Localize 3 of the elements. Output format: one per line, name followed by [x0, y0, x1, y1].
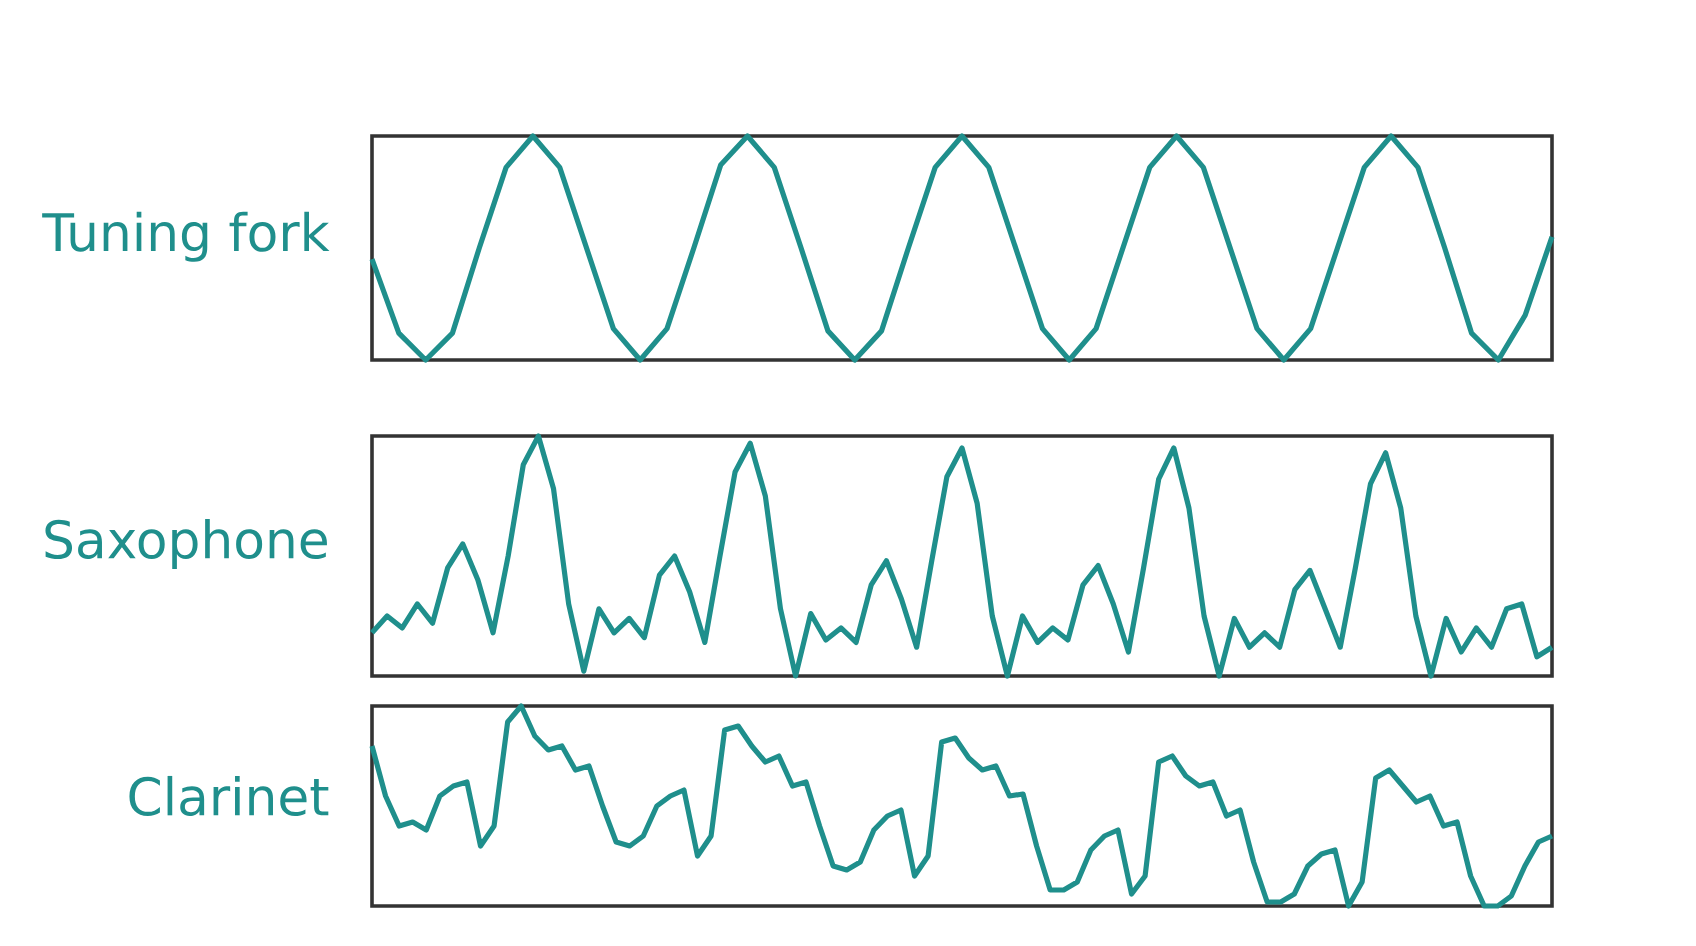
- y-axis-title: Saxophone: [45, 518, 327, 570]
- y-axis-title: Clarinet: [129, 775, 329, 817]
- y-axis-title: Tuning fork: [42, 211, 330, 262]
